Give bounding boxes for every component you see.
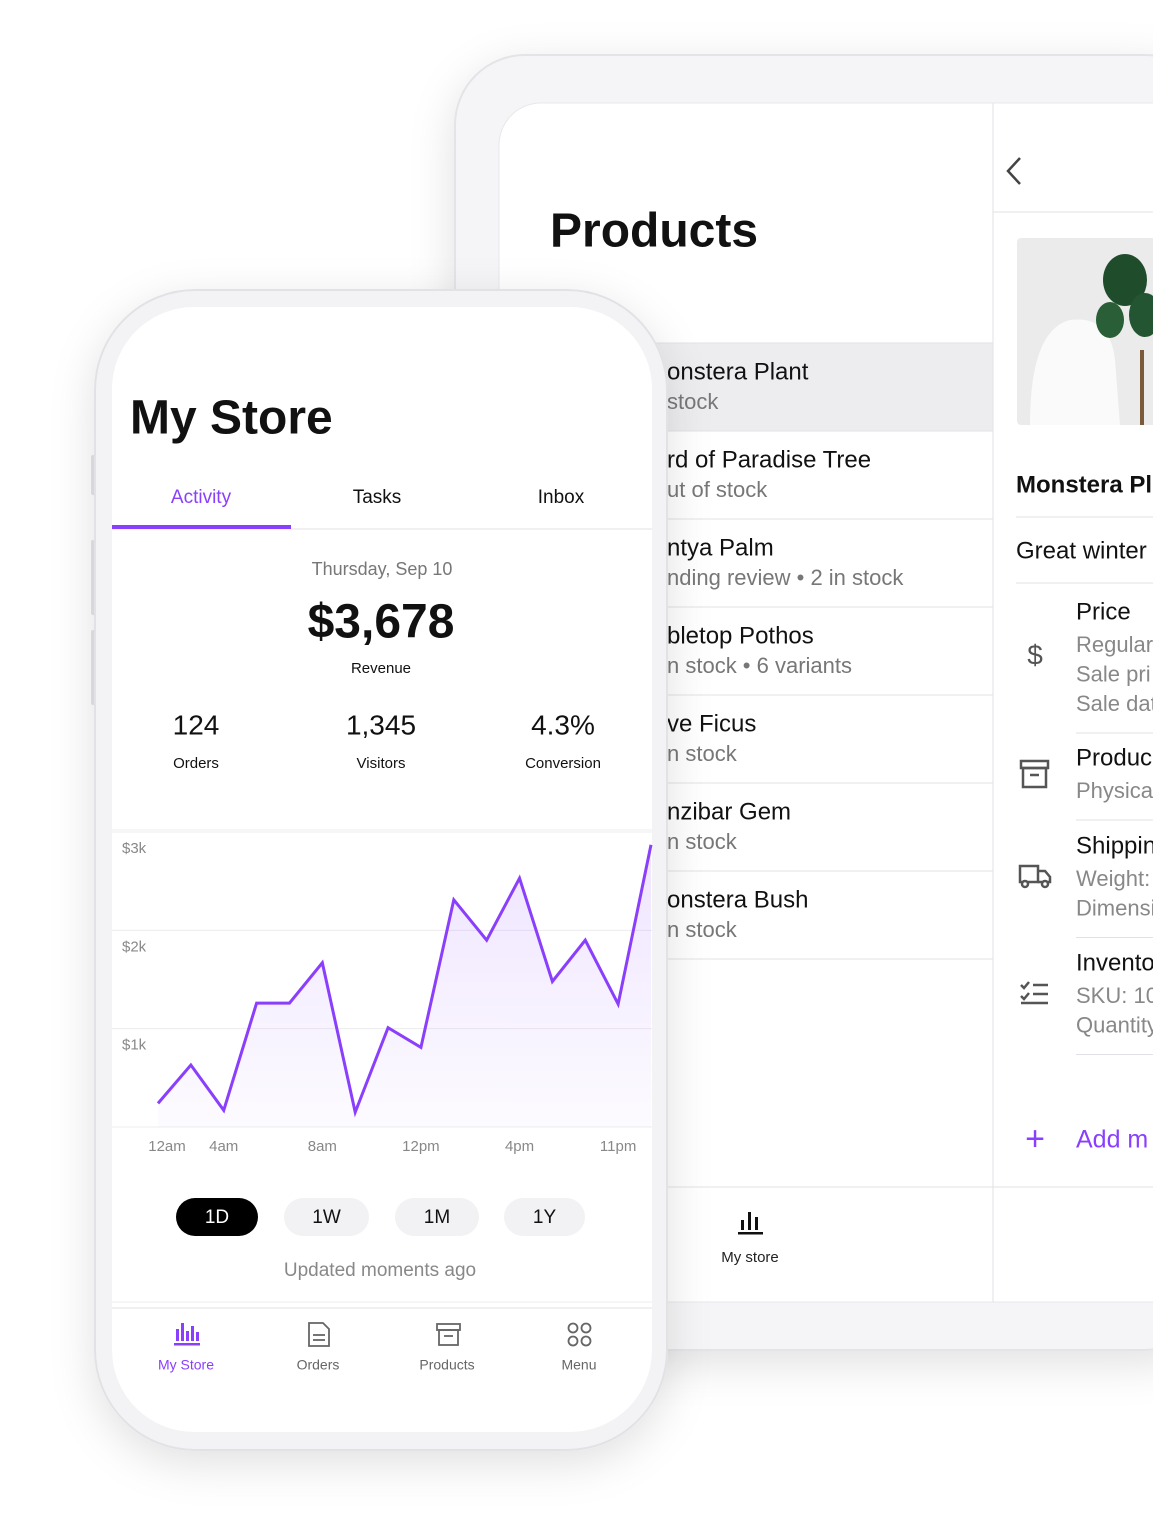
truck-icon xyxy=(1018,864,1052,889)
x-tick-label: 11pm xyxy=(600,1138,636,1155)
section-title: Produc xyxy=(1076,744,1152,771)
product-description: Great winter xyxy=(1016,537,1147,564)
range-button[interactable] xyxy=(504,1198,585,1236)
line xyxy=(156,844,653,1118)
nav-icon-menu xyxy=(567,1322,592,1347)
x-tick-label: 8am xyxy=(308,1138,337,1155)
product-image xyxy=(1017,238,1153,425)
tabs: Activity Tasks Inbox xyxy=(171,487,585,508)
section-title: Price xyxy=(1076,598,1131,625)
store-icon xyxy=(738,1212,763,1235)
x-tick-label: 12am xyxy=(148,1138,186,1155)
stats: 124 Orders 1,345 Visitors 4.3% Conversion xyxy=(173,709,601,772)
add-icon[interactable]: + xyxy=(1025,1120,1045,1158)
y-tick-label: $1k xyxy=(122,1037,147,1054)
detail-sections: Price Regular Sale pri Sale dat Produc Physic… xyxy=(1076,598,1153,1055)
product-name[interactable]: ve Ficus xyxy=(667,710,756,737)
updated-note: Updated moments ago xyxy=(284,1260,476,1281)
phone-screen xyxy=(112,307,652,1432)
revenue-label: Revenue xyxy=(351,660,411,677)
range-label[interactable]: 1W xyxy=(312,1207,341,1228)
product-status: n stock • 6 variants xyxy=(667,653,852,678)
revenue: $3,678 xyxy=(308,596,455,649)
price-icon: $ xyxy=(1027,639,1043,670)
section-line: Quantity xyxy=(1076,1012,1153,1037)
product-name[interactable]: bletop Pothos xyxy=(667,622,814,649)
range-label[interactable]: 1Y xyxy=(533,1207,557,1228)
tab[interactable]: Inbox xyxy=(538,487,585,508)
add-link[interactable]: Add m xyxy=(1076,1126,1148,1154)
y-tick-label: $3k xyxy=(122,840,147,857)
tablet-title: Products xyxy=(550,205,758,258)
nav-icon-orders xyxy=(308,1322,330,1347)
stat-value: 124 xyxy=(173,709,220,740)
product-name[interactable]: onstera Plant xyxy=(667,358,809,385)
tab-label[interactable]: My store xyxy=(721,1249,779,1266)
section-title: Invento xyxy=(1076,949,1153,976)
x-tick-label: 4am xyxy=(209,1138,238,1155)
nav-label[interactable]: My Store xyxy=(158,1357,214,1373)
stat-label: Conversion xyxy=(525,755,601,772)
product-status: stock xyxy=(667,389,719,414)
section-line: Sale pri xyxy=(1076,661,1151,686)
tab[interactable]: Activity xyxy=(171,487,232,508)
chart: $1k $2k $3k 12am 4am 8am 12pm 4pm 11pm xyxy=(112,829,653,1155)
section-line: Dimensi xyxy=(1076,895,1153,920)
screen-title: My Store xyxy=(130,392,333,445)
stat-value: 4.3% xyxy=(531,709,595,740)
range-button[interactable] xyxy=(176,1198,258,1236)
product-name[interactable]: nzibar Gem xyxy=(667,798,791,825)
tab-indicator xyxy=(112,525,291,529)
product-name[interactable]: onstera Bush xyxy=(667,886,808,913)
back-button[interactable] xyxy=(1006,157,1021,185)
range-button[interactable] xyxy=(284,1198,369,1236)
list-icon xyxy=(1020,981,1048,1005)
product-name[interactable]: ntya Palm xyxy=(667,534,774,561)
product-status: n stock xyxy=(667,829,738,854)
y-tick-label: $2k xyxy=(122,938,147,955)
product-status: nding review • 2 in stock xyxy=(667,565,904,590)
bottom-nav: My Store Orders Products Menu xyxy=(158,1357,597,1373)
phone: My Store Activity Tasks Inbox Thursday, Se… xyxy=(91,289,668,1451)
nav-icon-products xyxy=(436,1323,461,1346)
x-tick-label: 12pm xyxy=(402,1138,440,1155)
stat-label: Visitors xyxy=(357,755,406,772)
section-line: Sale dat xyxy=(1076,691,1153,716)
nav-label[interactable]: Orders xyxy=(297,1357,340,1373)
section-line: Physica xyxy=(1076,778,1153,803)
range-label[interactable]: 1D xyxy=(205,1207,229,1228)
product-status: n stock xyxy=(667,741,738,766)
product-name: Monstera Pl xyxy=(1016,471,1152,498)
range-selector: 1D 1W 1M 1Y xyxy=(176,1198,585,1236)
section-line: SKU: 10 xyxy=(1076,983,1153,1008)
date: Thursday, Sep 10 xyxy=(312,559,453,579)
nav-icon-store xyxy=(174,1323,200,1346)
nav-label[interactable]: Menu xyxy=(561,1357,596,1373)
product-status: ut of stock xyxy=(667,477,768,502)
product-name[interactable]: rd of Paradise Tree xyxy=(667,446,871,473)
archive-icon xyxy=(1019,759,1050,789)
tab[interactable]: Tasks xyxy=(353,487,402,508)
range-label[interactable]: 1M xyxy=(424,1207,450,1228)
stat-label: Orders xyxy=(173,755,219,772)
nav-label[interactable]: Products xyxy=(419,1357,474,1373)
section-line: Weight: xyxy=(1076,866,1150,891)
product-status: n stock xyxy=(667,917,738,942)
x-tick-label: 4pm xyxy=(505,1138,534,1155)
area xyxy=(158,844,651,1127)
stat-value: 1,345 xyxy=(346,709,416,740)
section-line: Regular xyxy=(1076,632,1153,657)
range-button[interactable] xyxy=(395,1198,479,1236)
section-title: Shippin xyxy=(1076,832,1153,859)
